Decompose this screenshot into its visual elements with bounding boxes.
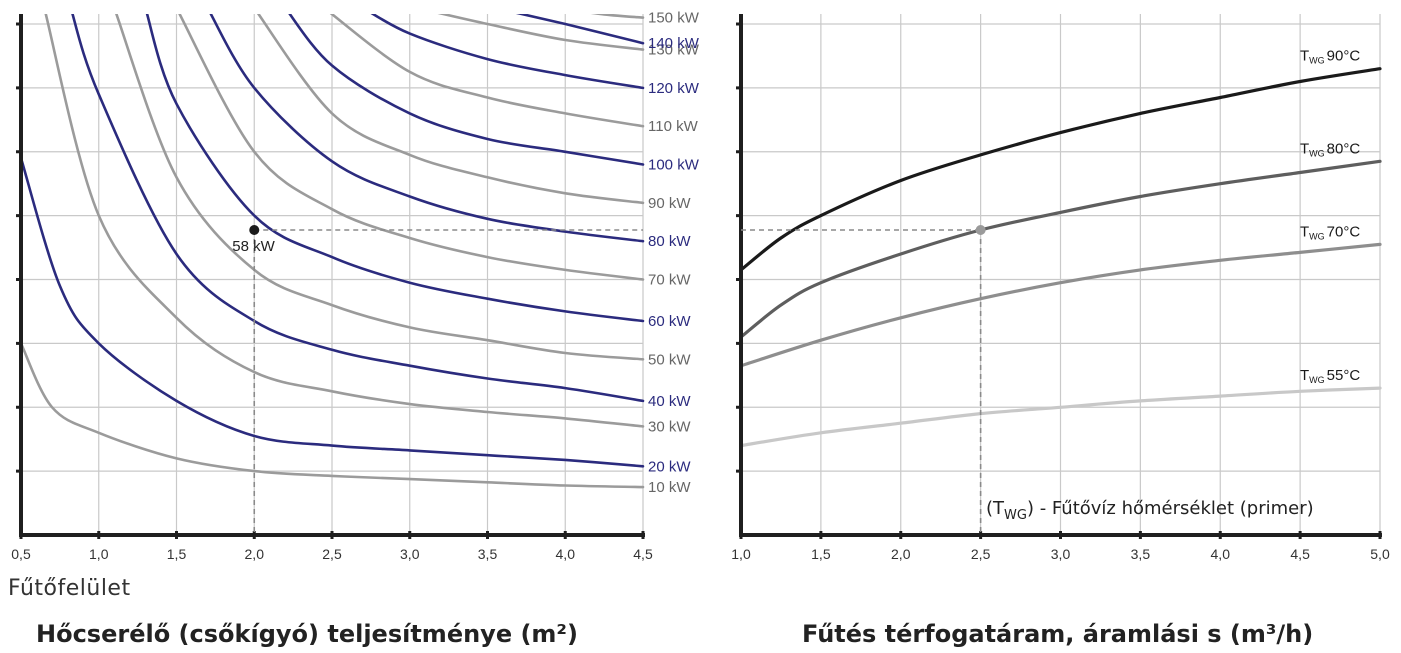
series-line (515, 14, 645, 45)
x-tick-label: 3,0 (1051, 546, 1071, 562)
series-label: 140 kW (648, 35, 700, 52)
series-label: 100 kW (648, 157, 700, 174)
series-label: 90 kW (648, 195, 691, 212)
x-tick-label: 4,0 (556, 546, 576, 562)
series-line (178, 14, 645, 281)
series-line (370, 14, 645, 90)
x-tick-label: 5,0 (1370, 546, 1390, 562)
x-tick-label: 2,5 (322, 546, 342, 562)
series-line (145, 14, 645, 323)
series-label: 20 kW (648, 458, 691, 475)
series-line (256, 14, 645, 205)
series-label: 130 kW (648, 42, 700, 59)
series-line (329, 14, 645, 128)
series-label: TWG 90°C (1300, 48, 1360, 66)
x-tick-label: 4,5 (633, 546, 653, 562)
right-chart-title: Fűtés térfogatáram, áramlási s (m³/h) (802, 620, 1314, 648)
series-line (21, 342, 645, 489)
marker-point (249, 225, 260, 235)
series-label: 120 kW (648, 80, 700, 97)
series-label: TWG 70°C (1300, 223, 1360, 241)
series-line (590, 14, 645, 19)
x-tick-label: 1,5 (811, 546, 831, 562)
x-tick-label: 3,0 (400, 546, 420, 562)
series-label: 70 kW (648, 272, 691, 289)
left-chart-title: Hőcserélő (csőkígyó) teljesítménye (m²) (36, 620, 578, 648)
series-label: 110 kW (648, 118, 699, 135)
x-tick-label: 2,5 (971, 546, 991, 562)
series-line (21, 156, 645, 468)
series-label: 40 kW (648, 393, 691, 410)
x-tick-label: 2,0 (245, 546, 265, 562)
right-chart: 1,0 1,5 2,0 2,5 3,0 3,5 4,0 4,5 5,0 TWG 90°C TWG 80°… (731, 14, 1390, 562)
series-line (741, 242, 1382, 368)
x-axis-caption: Fűtőfelület (8, 576, 131, 601)
series-label: 150 kW (648, 10, 700, 27)
x-tick-label: 1,5 (167, 546, 187, 562)
series-line (71, 14, 645, 403)
series-label: 80 kW (648, 233, 691, 250)
series-line (741, 67, 1382, 272)
series-line (288, 14, 645, 166)
marker-point (975, 225, 986, 235)
series-group (741, 67, 1382, 448)
x-tick-label: 3,5 (1131, 546, 1151, 562)
series-label: 60 kW (648, 313, 691, 330)
x-tick-label: 3,5 (478, 546, 498, 562)
series-label: 30 kW (648, 418, 691, 435)
series-line (741, 386, 1382, 448)
x-tick-label: 4,5 (1290, 546, 1310, 562)
left-chart: 0,5 1,0 1,5 2,0 2,5 3,0 3,5 4,0 4,5 58 kW 10 kW 20 … (11, 10, 700, 562)
x-tick-label: 0,5 (11, 546, 31, 562)
series-label: TWG 55°C (1300, 367, 1360, 385)
x-tick-label: 2,0 (891, 546, 911, 562)
series-line (741, 159, 1382, 339)
x-tick-label: 4,0 (1211, 546, 1231, 562)
series-line (437, 14, 645, 51)
series-group (21, 14, 645, 489)
series-label: TWG 80°C (1300, 140, 1360, 158)
x-tick-label: 1,0 (89, 546, 109, 562)
series-line (115, 14, 645, 361)
series-label: 50 kW (648, 351, 691, 368)
series-line (209, 14, 645, 243)
series-line (44, 14, 645, 428)
marker-label: 58 kW (232, 238, 275, 255)
x-tick-label: 1,0 (731, 546, 751, 562)
series-label: 10 kW (648, 479, 691, 496)
series-note: (TWG) - Fűtővíz hőmérséklet (primer) (986, 498, 1314, 523)
